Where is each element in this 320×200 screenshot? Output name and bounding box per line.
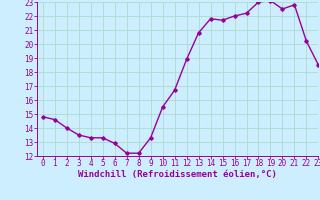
- X-axis label: Windchill (Refroidissement éolien,°C): Windchill (Refroidissement éolien,°C): [78, 170, 277, 179]
